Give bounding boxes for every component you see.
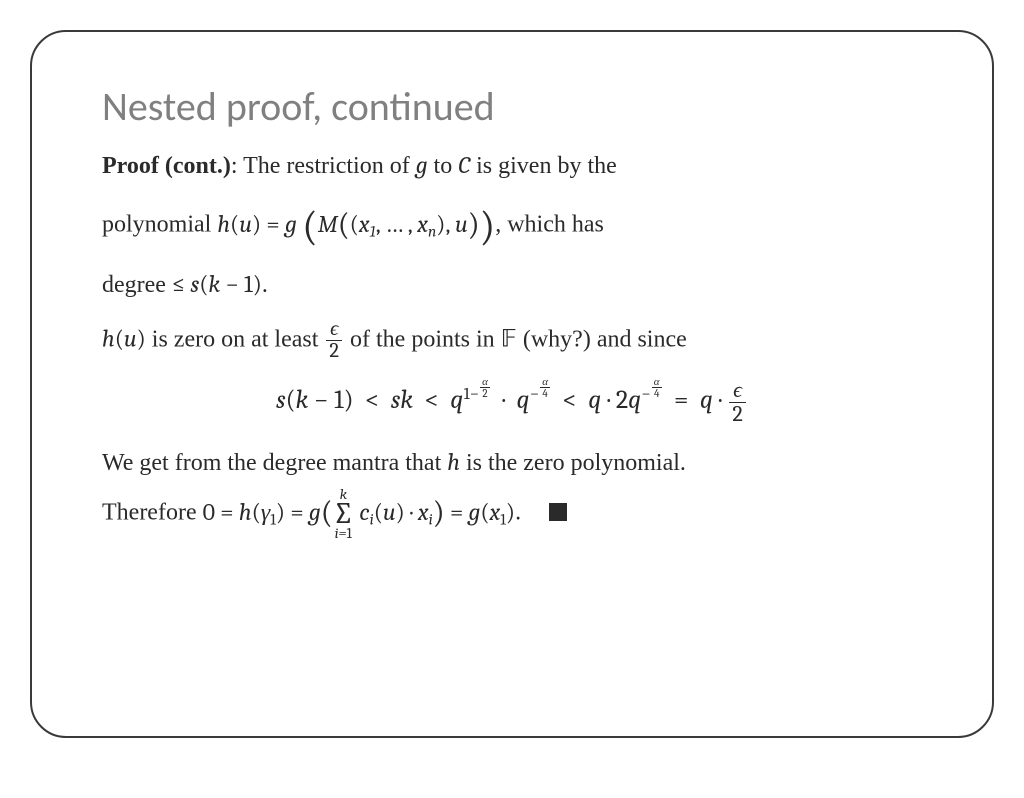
proof-line-2: polynomial h(u) = g (M((x1, … , xn), u))…: [102, 195, 922, 258]
var-g: g: [416, 151, 428, 179]
field-F: 𝔽: [501, 324, 517, 352]
qed-icon: [549, 503, 567, 521]
proof-line-6: Therefore 0 = h(γ1) = g(k∑i=1 ci(u) · xi…: [102, 488, 922, 537]
text: , which has: [495, 212, 604, 238]
frac-eps-2: ϵ2: [326, 319, 342, 363]
text: polynomial: [102, 212, 217, 238]
text: : The restriction of: [231, 153, 416, 179]
frac-eps-2b: ϵ2: [729, 379, 745, 426]
proof-body: Proof (cont.): The restriction of g to C…: [102, 147, 922, 537]
var-C: C: [458, 151, 470, 179]
text: of the points in: [344, 326, 501, 352]
text: is the zero polynomial.: [460, 450, 686, 476]
var-h: h: [447, 448, 460, 476]
text: is given by the: [470, 153, 617, 179]
text: Therefore: [102, 500, 203, 526]
proof-line-5: We get from the degree mantra that h is …: [102, 444, 922, 482]
expr-h-u: h(u) = g (M((x1, … , xn), u)): [217, 210, 495, 238]
text: (why?) and since: [517, 326, 687, 352]
expr-h-u-2: h(u): [102, 324, 146, 352]
centered-inequality: s(k − 1) < sk < q1−α2 · q−α4 < q · 2q−α4…: [102, 376, 922, 426]
proof-label: Proof (cont.): [102, 153, 231, 179]
proof-line-4: h(u) is zero on at least ϵ2 of the point…: [102, 319, 922, 363]
sum-icon: k∑i=1: [333, 491, 354, 538]
slide-frame: Nested proof, continued Proof (cont.): T…: [30, 30, 994, 738]
expr-degree: ≤ s(k − 1): [172, 270, 262, 298]
proof-line-3: degree ≤ s(k − 1).: [102, 266, 922, 304]
proof-line-1: Proof (cont.): The restriction of g to C…: [102, 147, 922, 185]
text: We get from the degree mantra that: [102, 450, 447, 476]
text: degree: [102, 272, 172, 298]
text: to: [428, 153, 459, 179]
text: is zero on at least: [146, 326, 325, 352]
expr-final: 0 = h(γ1) = g(k∑i=1 ci(u) · xi) = g(x1): [203, 498, 516, 526]
slide-title: Nested proof, continued: [102, 82, 922, 131]
